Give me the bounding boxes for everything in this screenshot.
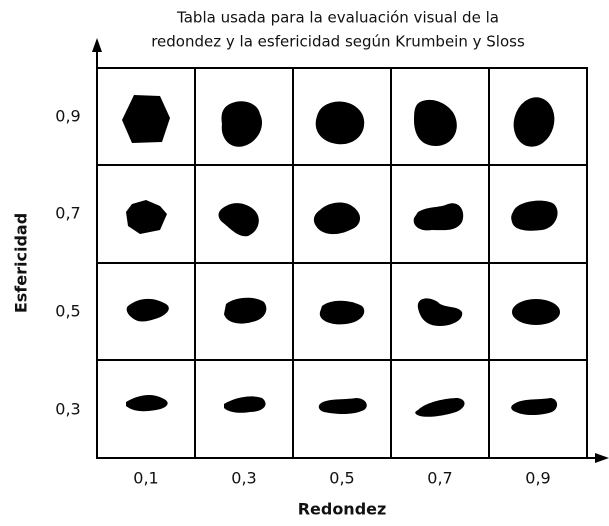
y-label: 0,9 xyxy=(55,107,80,126)
grain xyxy=(513,97,555,147)
grain-shapes xyxy=(126,200,558,237)
x-label: 0,5 xyxy=(329,469,354,488)
y-label: 0,3 xyxy=(55,400,80,419)
grain xyxy=(126,200,167,234)
grain xyxy=(221,101,263,147)
x-label: 0,9 xyxy=(525,469,550,488)
grain xyxy=(318,398,367,414)
x-label: 0,7 xyxy=(427,469,452,488)
x-axis-title: Redondez xyxy=(298,500,387,519)
grain xyxy=(417,298,463,326)
x-label: 0,3 xyxy=(231,469,256,488)
grain-shapes xyxy=(122,95,555,147)
grain xyxy=(224,297,267,324)
grain xyxy=(414,99,457,146)
grain-shapes xyxy=(126,395,558,417)
grain xyxy=(313,202,361,235)
grain xyxy=(126,395,168,412)
grain-shapes xyxy=(126,297,560,326)
grain xyxy=(126,298,169,322)
title-line: Tabla usada para la evaluación visual de… xyxy=(176,9,499,27)
y-axis-title: Esfericidad xyxy=(12,213,31,313)
title-line: redondez y la esfericidad según Krumbein… xyxy=(151,33,525,51)
arrowhead xyxy=(595,453,609,463)
grain xyxy=(415,398,465,417)
grain xyxy=(319,300,365,325)
grain xyxy=(413,203,464,231)
grain xyxy=(511,200,558,231)
y-label: 0,7 xyxy=(55,204,80,223)
grain xyxy=(315,101,365,145)
arrowhead xyxy=(92,38,102,52)
grain xyxy=(122,95,170,143)
y-label: 0,5 xyxy=(55,302,80,321)
x-label: 0,1 xyxy=(133,469,158,488)
grain xyxy=(511,398,558,415)
grain xyxy=(218,203,259,237)
grain xyxy=(512,299,560,325)
grain xyxy=(224,396,266,413)
